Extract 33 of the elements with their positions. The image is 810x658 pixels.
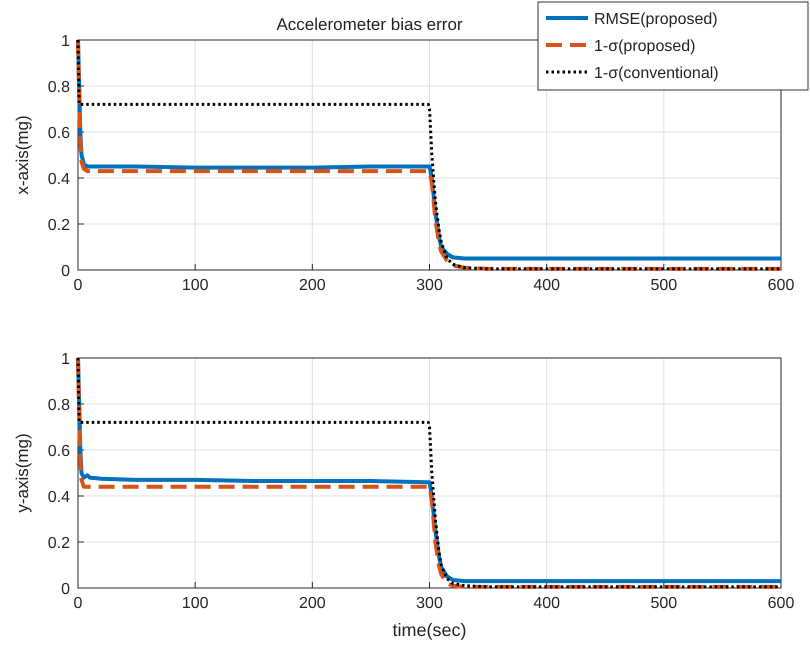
x-tick-label: 300 [416,277,443,294]
legend-label: 1-σ(conventional) [594,65,719,82]
x-tick-label: 0 [74,277,83,294]
y-tick-label: 0.6 [48,125,70,142]
y-tick-label: 0.4 [48,489,70,506]
chart-title: Accelerometer bias error [276,15,463,34]
y-tick-label: 0 [61,581,70,598]
x-tick-label: 600 [768,277,794,294]
x-tick-label: 300 [416,595,443,612]
y-tick-label: 0 [61,263,70,280]
x-tick-label: 200 [298,277,326,294]
x-tick-label: 0 [74,595,83,612]
y-tick-label: 0.2 [48,217,70,234]
y-tick-label: 0.6 [48,443,70,460]
x-tick-label: 500 [650,277,678,294]
x-tick-label: 400 [533,595,560,612]
x-tick-label: 200 [298,595,326,612]
y-tick-label: 0.2 [48,535,70,552]
y-tick-label: 1 [61,351,70,368]
legend-label: 1-σ(proposed) [594,38,696,55]
x-tick-label: 100 [182,277,209,294]
y-tick-label: 0.4 [48,171,70,188]
x-tick-label: 100 [182,595,209,612]
x-tick-label: 500 [650,595,678,612]
x-tick-label: 400 [533,277,560,294]
y-tick-label: 0.8 [48,79,70,96]
legend-label: RMSE(proposed) [594,11,718,28]
y-axis-title: y-axis(mg) [13,433,32,513]
y-axis-title: x-axis(mg) [13,115,32,195]
x-tick-label: 600 [768,595,794,612]
y-tick-label: 0.8 [48,397,70,414]
y-tick-label: 1 [61,33,70,50]
x-axis-title: time(sec) [392,620,467,640]
